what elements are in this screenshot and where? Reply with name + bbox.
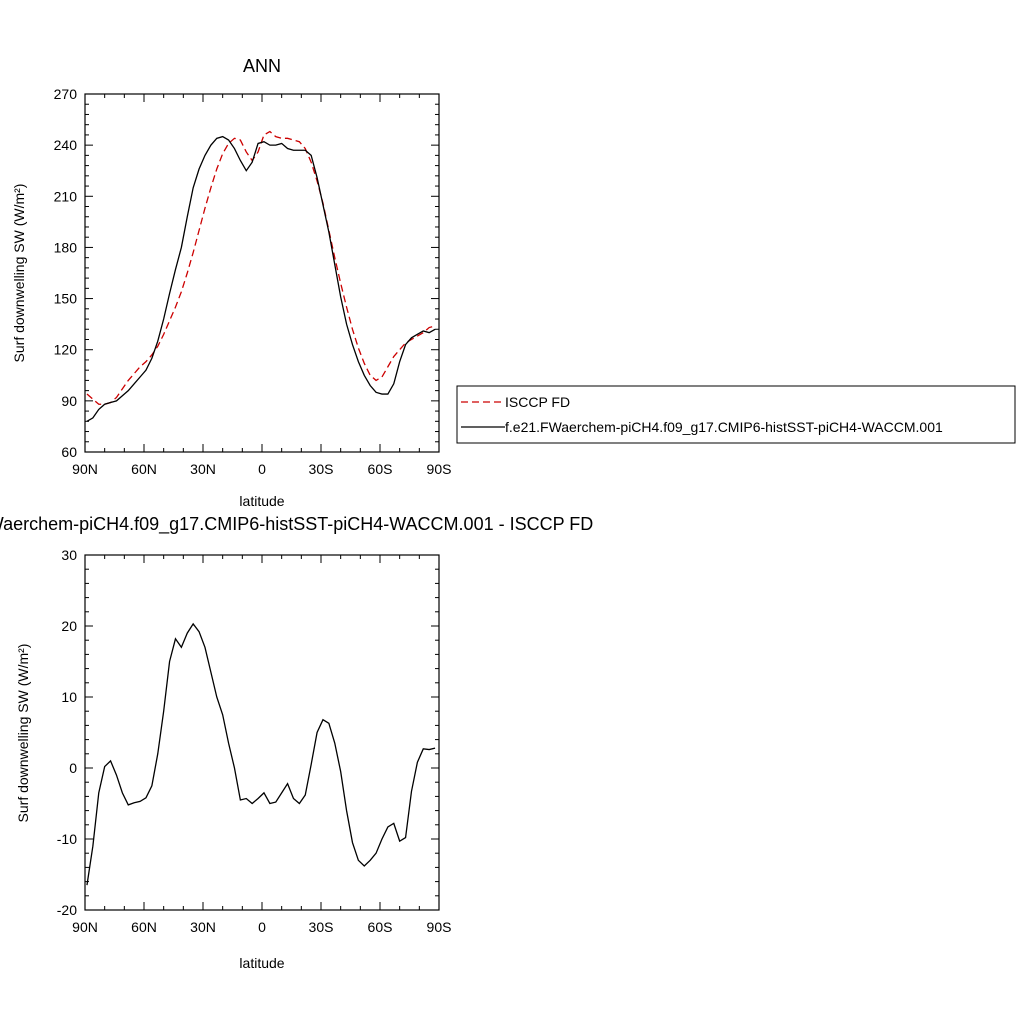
legend: ISCCP FD f.e21.FWaerchem-piCH4.f09_g17.C… xyxy=(456,385,1016,444)
top-plot-frame xyxy=(84,93,440,453)
series-line-0 xyxy=(86,130,436,405)
x-tick-label: 60S xyxy=(368,461,393,477)
bottom-y-axis-label: Surf downwelling SW (W/m²) xyxy=(15,644,31,823)
y-tick-label: 240 xyxy=(54,137,78,153)
x-tick-label: 90S xyxy=(427,919,452,935)
y-tick-label: 30 xyxy=(61,547,77,563)
bottom-x-axis: 90N 60N 30N 0 30S 60S 90S xyxy=(72,555,451,935)
y-tick-label: -20 xyxy=(57,902,77,918)
top-x-axis: 90N 60N 30N 0 30S 60S 90S xyxy=(72,94,451,477)
x-tick-label: 30S xyxy=(309,461,334,477)
series-line-0 xyxy=(86,622,436,886)
legend-label-isccp: ISCCP FD xyxy=(505,394,570,410)
bottom-x-axis-label: latitude xyxy=(239,955,284,971)
top-y-axis: 60 90 120 150 180 210 240 270 xyxy=(54,86,439,460)
bottom-series-group xyxy=(86,622,436,886)
y-tick-label: 60 xyxy=(61,444,77,460)
x-tick-label: 30N xyxy=(190,919,216,935)
x-tick-label: 90N xyxy=(72,919,98,935)
y-tick-label: 180 xyxy=(54,239,78,255)
bottom-plot: f.e21.FWaerchem-piCH4.f09_g17.CMIP6-hist… xyxy=(0,514,593,971)
top-plot: ANN 60 90 120 150 180 210 240 270 90N 60N 30N 0 30S… xyxy=(11,56,1016,509)
top-series-group xyxy=(86,130,436,422)
top-x-axis-label: latitude xyxy=(239,493,284,509)
x-tick-label: 90N xyxy=(72,461,98,477)
y-tick-label: -10 xyxy=(57,831,77,847)
y-tick-label: 150 xyxy=(54,291,78,307)
y-tick-label: 10 xyxy=(61,689,77,705)
x-tick-label: 60N xyxy=(131,919,157,935)
y-tick-label: 20 xyxy=(61,618,77,634)
y-tick-label: 120 xyxy=(54,342,78,358)
top-title: ANN xyxy=(243,56,281,76)
x-tick-label: 0 xyxy=(258,461,266,477)
bottom-plot-frame xyxy=(84,554,440,911)
y-tick-label: 0 xyxy=(69,760,77,776)
top-y-axis-label: Surf downwelling SW (W/m²) xyxy=(11,184,27,363)
series-line-1 xyxy=(86,135,436,422)
x-tick-label: 0 xyxy=(258,919,266,935)
x-tick-label: 30S xyxy=(309,919,334,935)
bottom-title: f.e21.FWaerchem-piCH4.f09_g17.CMIP6-hist… xyxy=(0,514,593,535)
x-tick-label: 30N xyxy=(190,461,216,477)
legend-label-model: f.e21.FWaerchem-piCH4.f09_g17.CMIP6-hist… xyxy=(505,419,943,435)
x-tick-label: 60N xyxy=(131,461,157,477)
y-tick-label: 270 xyxy=(54,86,78,102)
x-tick-label: 60S xyxy=(368,919,393,935)
y-tick-label: 210 xyxy=(54,188,78,204)
y-tick-label: 90 xyxy=(61,393,77,409)
bottom-y-axis: -20 -10 0 10 20 30 xyxy=(57,547,439,918)
x-tick-label: 90S xyxy=(427,461,452,477)
legend-box xyxy=(456,385,1016,444)
